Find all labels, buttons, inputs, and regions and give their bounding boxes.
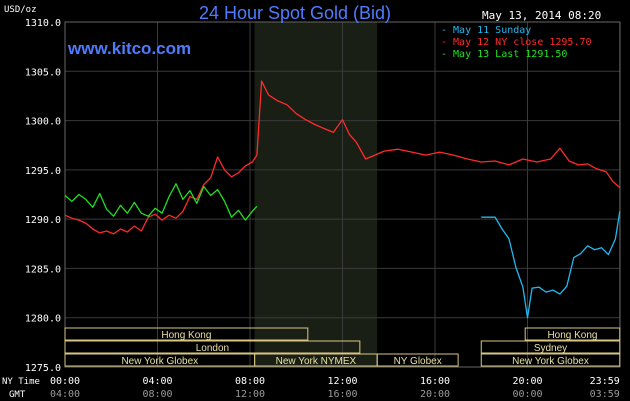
x-tick-label-gmt: 00:00 bbox=[512, 389, 542, 400]
ny-time-axis-label: NY Time bbox=[2, 377, 40, 387]
nymex-highlight-band bbox=[254, 22, 378, 367]
unit-label: USD/oz bbox=[4, 5, 37, 15]
x-tick-label-ny: 16:00 bbox=[420, 376, 450, 387]
x-tick-label-gmt: 16:00 bbox=[327, 389, 357, 400]
session-label: New York Globex bbox=[121, 356, 198, 367]
session-box bbox=[480, 340, 621, 354]
x-tick-label-ny: 04:00 bbox=[142, 376, 172, 387]
x-tick-label-gmt: 20:00 bbox=[420, 389, 450, 400]
y-tick-label: 1280.0 bbox=[25, 314, 61, 325]
x-tick-label-ny: 08:00 bbox=[235, 376, 265, 387]
legend-entry: - May 12 NY close 1295.70 bbox=[441, 37, 592, 48]
y-tick-label: 1305.0 bbox=[25, 67, 61, 78]
legend-entry: - May 13 Last 1291.50 bbox=[441, 49, 567, 60]
x-tick-label-ny: 20:00 bbox=[512, 376, 542, 387]
series-line-may-12 bbox=[64, 80, 621, 235]
series-line-may-13 bbox=[64, 183, 258, 221]
series-lines bbox=[64, 80, 621, 319]
series-line-may-11 bbox=[481, 211, 621, 319]
x-tick-label-ny: 23:59 bbox=[590, 376, 620, 387]
y-tick-label: 1300.0 bbox=[25, 117, 61, 128]
session-box bbox=[64, 340, 361, 354]
brand-watermark: www.kitco.com bbox=[68, 39, 192, 58]
chart-title: 24 Hour Spot Gold (Bid) bbox=[199, 3, 391, 23]
plot-frame bbox=[64, 21, 621, 368]
gmt-axis-label: GMT bbox=[9, 390, 26, 400]
session-label: Hong Kong bbox=[547, 330, 597, 341]
x-tick-label-gmt: 03:59 bbox=[590, 389, 620, 400]
legend: - May 11 Sunday- May 12 NY close 1295.70… bbox=[441, 25, 592, 60]
session-box bbox=[64, 327, 309, 341]
x-tick-label-ny: 00:00 bbox=[50, 376, 80, 387]
session-label: NY Globex bbox=[394, 356, 442, 367]
market-sessions: Hong Kong London New York Globex New York N… bbox=[64, 327, 621, 367]
x-tick-label-gmt: 12:00 bbox=[235, 389, 265, 400]
x-axis-ticks: 00:00 04:00 08:00 12:00 16:00 20:00 23:59 04:00… bbox=[50, 376, 620, 400]
x-tick-label-gmt: 04:00 bbox=[50, 389, 80, 400]
date-label: May 13, 2014 08:20 bbox=[482, 9, 601, 22]
gridlines bbox=[64, 21, 621, 368]
session-label: London bbox=[196, 343, 229, 354]
y-axis-ticks: 1275.0 1280.0 1285.0 1290.0 1295.0 1300.0 1305… bbox=[25, 18, 61, 374]
y-tick-label: 1310.0 bbox=[25, 18, 61, 29]
session-box bbox=[480, 353, 621, 367]
session-label: New York Globex bbox=[512, 356, 589, 367]
y-tick-label: 1290.0 bbox=[25, 215, 61, 226]
x-tick-label-ny: 12:00 bbox=[327, 376, 357, 387]
y-tick-label: 1285.0 bbox=[25, 264, 61, 275]
nymex-session-highlight bbox=[254, 22, 378, 367]
session-label: Sydney bbox=[534, 343, 567, 354]
x-tick-label-gmt: 08:00 bbox=[142, 389, 172, 400]
y-tick-label: 1295.0 bbox=[25, 166, 61, 177]
session-label: New York NYMEX bbox=[276, 356, 357, 367]
session-box bbox=[524, 327, 621, 341]
legend-entry: - May 11 Sunday bbox=[441, 25, 531, 36]
session-label: Hong Kong bbox=[161, 330, 211, 341]
session-box bbox=[376, 353, 459, 367]
y-tick-label: 1275.0 bbox=[25, 363, 61, 374]
